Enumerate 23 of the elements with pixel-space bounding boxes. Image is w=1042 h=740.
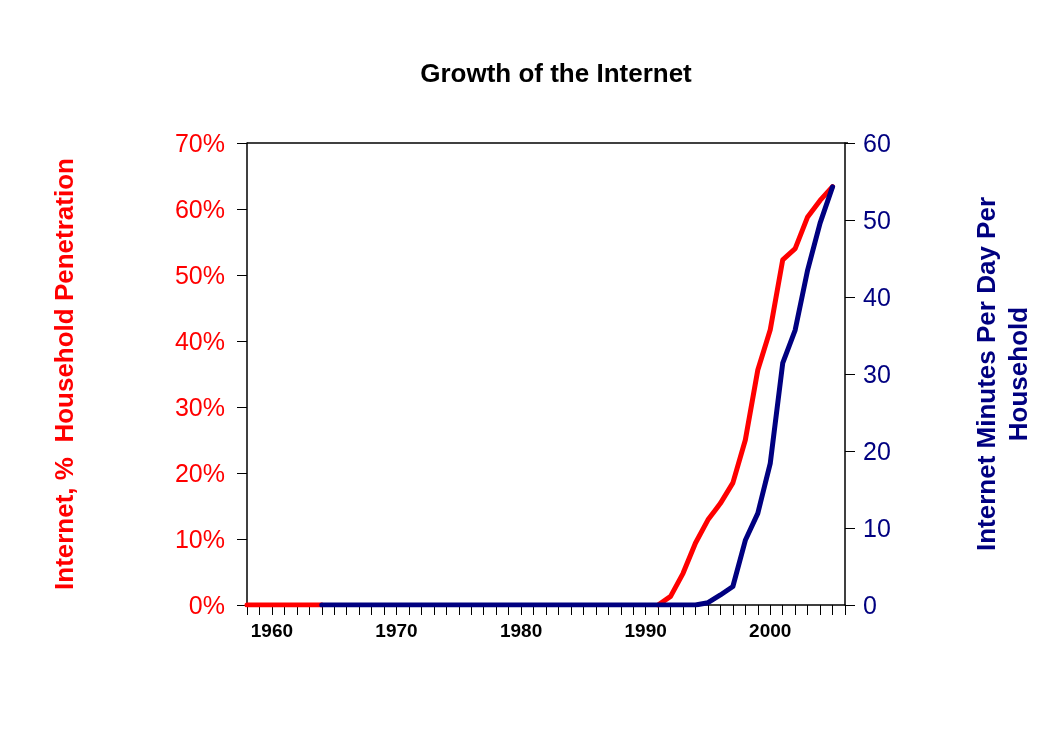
y-tick-label: 10% (174, 525, 225, 553)
x-tick-label: 1990 (624, 620, 667, 641)
y-tick-label: 30% (174, 393, 225, 421)
y-tick-label: 40% (174, 327, 225, 355)
x-tick-label: 1980 (499, 620, 543, 641)
x-tick-label: 1970 (375, 620, 418, 641)
y2-tick-label: 0 (863, 591, 877, 619)
chart-title: Growth of the Internet (420, 58, 693, 88)
y-tick-label: 50% (174, 261, 225, 289)
y2-tick-label: 10 (863, 514, 891, 542)
y2-tick-label: 50 (863, 206, 891, 234)
y2-tick-label: 30 (863, 360, 891, 388)
x-tick-label: 1960 (250, 620, 294, 641)
y-axis-title: Internet, % Household Penetration (49, 158, 79, 590)
y-tick-label: 20% (174, 459, 225, 487)
y-tick-label: 0% (188, 591, 225, 619)
x-tick-label: 2000 (749, 620, 792, 641)
y2-tick-label: 20 (863, 437, 891, 465)
y-tick-label: 70% (174, 129, 225, 157)
y2-tick-label: 60 (863, 129, 891, 157)
y-tick-label: 60% (174, 195, 225, 223)
y2-tick-label: 40 (863, 283, 891, 311)
y2-axis-title: Internet Minutes Per Day Per Household (971, 197, 1033, 551)
